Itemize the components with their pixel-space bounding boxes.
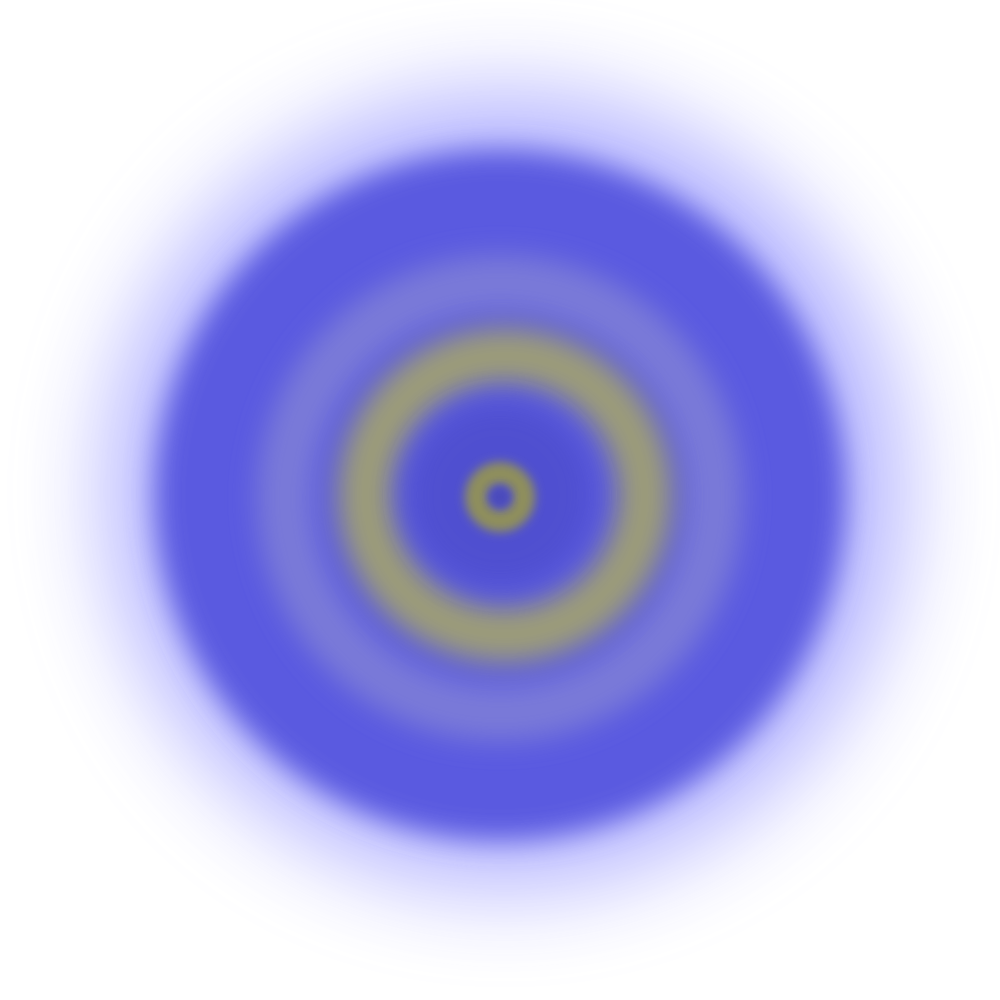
core-olive-ring: [465, 462, 535, 532]
mid-blue-band: [257, 255, 743, 741]
olive-ring: [337, 327, 673, 663]
center-dot: [491, 488, 509, 506]
